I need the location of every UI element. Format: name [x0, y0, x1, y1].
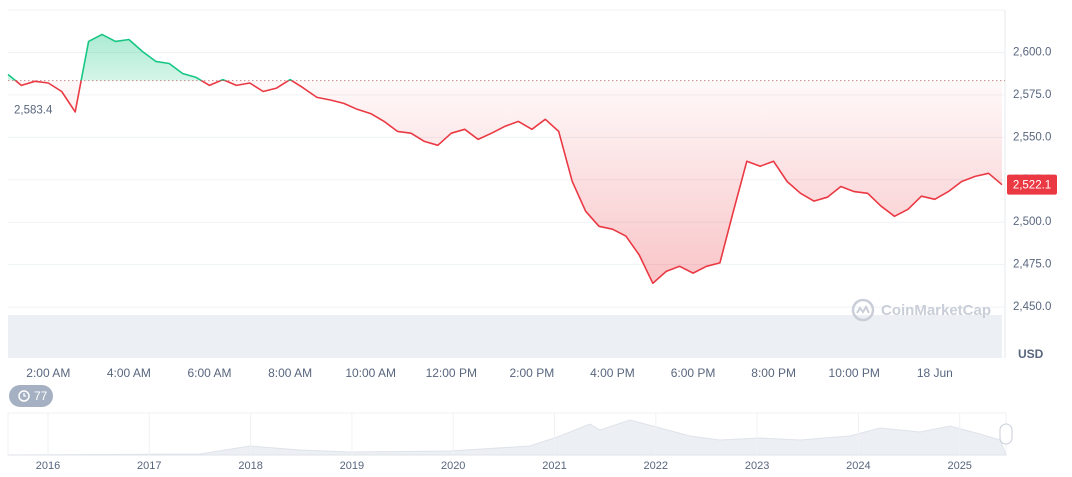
price-area: [8, 34, 1002, 284]
x-tick-label: 8:00 PM: [751, 366, 796, 380]
x-tick-label: 2:00 PM: [510, 366, 555, 380]
navigator-year: 2025: [947, 460, 971, 472]
badge-icon: [18, 390, 30, 402]
x-tick-label: 6:00 AM: [187, 366, 231, 380]
x-tick-label: 6:00 PM: [671, 366, 716, 380]
x-tick-label: 2:00 AM: [26, 366, 70, 380]
x-tick-label: 10:00 PM: [829, 366, 880, 380]
navigator-year: 2022: [644, 460, 668, 472]
x-tick-label: 4:00 AM: [107, 366, 151, 380]
navigator-year: 2021: [542, 460, 566, 472]
price-tag: [1007, 174, 1057, 195]
y-tick-label: 2,550.0: [1013, 131, 1051, 143]
x-tick-label: 10:00 AM: [345, 366, 396, 380]
badge-text: 77: [34, 389, 48, 403]
navigator-year: 2016: [36, 460, 60, 472]
badge-bg: [9, 385, 53, 407]
navigator-year: 2024: [846, 460, 870, 472]
unit-label: USD: [1018, 347, 1044, 361]
navigator-year: 2020: [441, 460, 465, 472]
badge-icon: [23, 393, 26, 397]
watermark: CoinMarketCap: [851, 298, 991, 322]
navigator-year: 2018: [238, 460, 262, 472]
baseline-label: 2,583.4: [14, 105, 53, 117]
navigator-handle[interactable]: [999, 423, 1013, 445]
badge: 77: [9, 385, 53, 407]
watermark-logo: [851, 298, 875, 322]
y-tick-label: 2,450.0: [1013, 301, 1051, 313]
price-tag-label: 2,522.1: [1013, 180, 1051, 192]
watermark-logo: [856, 304, 870, 314]
navigator-year: 2017: [137, 460, 161, 472]
navigator-area: [7, 419, 1007, 456]
navigator: [7, 412, 1007, 456]
y-tick-label: 2,500.0: [1013, 216, 1051, 228]
x-tick-label: 8:00 AM: [268, 366, 312, 380]
price-line: [7, 33, 1003, 285]
y-tick-label: 2,600.0: [1013, 46, 1051, 58]
volume-band: [8, 315, 1002, 358]
y-tick-label: 2,475.0: [1013, 259, 1051, 271]
y-tick-label: 2,575.0: [1013, 89, 1051, 101]
x-tick-label: 12:00 PM: [426, 366, 477, 380]
navigator-year: 2023: [745, 460, 769, 472]
watermark-text: CoinMarketCap: [881, 302, 991, 319]
navigator-year: 2019: [340, 460, 364, 472]
x-tick-label: 18 Jun: [917, 366, 953, 380]
x-tick-label: 4:00 PM: [590, 366, 635, 380]
